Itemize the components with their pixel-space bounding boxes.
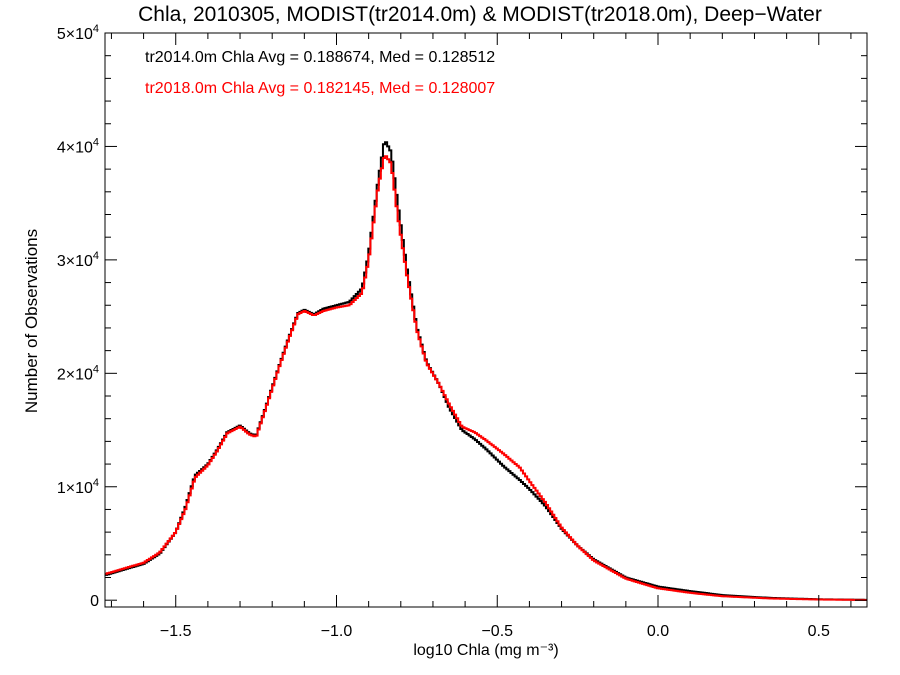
y-tick-label: 2×104	[57, 363, 99, 383]
x-tick-label: −0.5	[481, 623, 513, 640]
x-tick-label: −1.0	[321, 623, 353, 640]
y-tick-label: 3×104	[57, 250, 99, 270]
series-line-tr2018.0m	[105, 155, 867, 601]
y-tick-label: 4×104	[57, 136, 99, 156]
series-annotation-tr2014: tr2014.0m Chla Avg = 0.188674, Med = 0.1…	[145, 49, 495, 66]
y-tick-label: 0	[90, 593, 99, 610]
y-tick-label: 1×104	[57, 477, 99, 497]
plot-frame	[104, 32, 868, 608]
x-tick-label: 0.5	[808, 623, 830, 640]
x-tick-label: −1.5	[160, 623, 192, 640]
y-axis-label: Number of Observations	[22, 229, 41, 413]
chart-title: Chla, 2010305, MODIST(tr2014.0m) & MODIS…	[138, 3, 822, 26]
series-annotation-tr2018: tr2018.0m Chla Avg = 0.182145, Med = 0.1…	[145, 80, 495, 97]
x-axis-label: log10 Chla (mg m⁻³)	[413, 642, 558, 659]
series-layer	[105, 141, 867, 601]
axes-layer: −1.5 −1.0 −0.5 0.0 0.5 0 1×104 2×104 3×104 4×104 5…	[57, 23, 868, 640]
y-tick-label: 5×104	[57, 23, 99, 43]
x-tick-label: 0.0	[647, 623, 669, 640]
